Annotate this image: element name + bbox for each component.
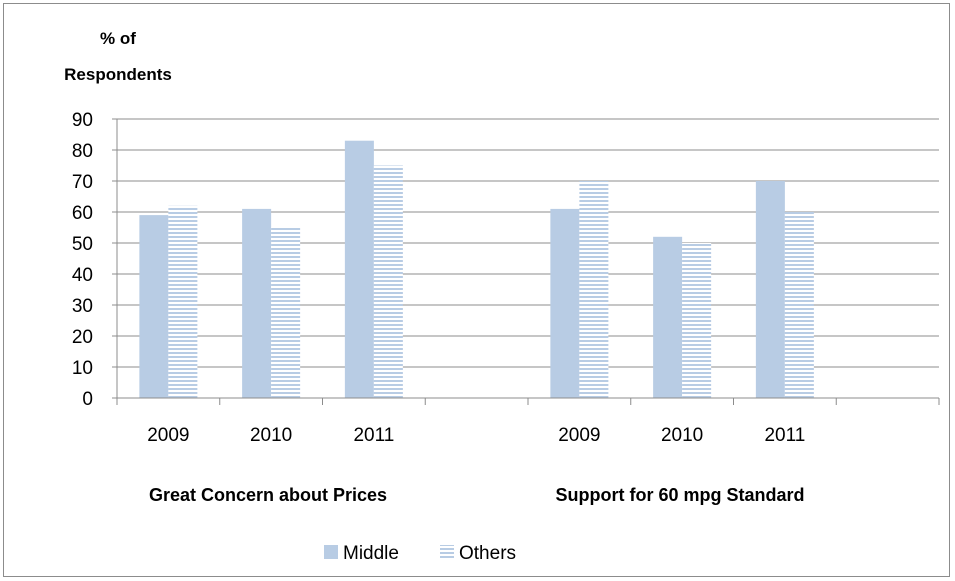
x-tick-label: 2009 <box>558 425 600 446</box>
group-label-60mpg: Support for 60 mpg Standard <box>555 485 804 505</box>
y-tick-label: 20 <box>72 327 93 348</box>
bar-middle-prices-2011 <box>344 140 374 398</box>
bar-others-prices-2010 <box>271 227 301 398</box>
x-tick-label: 2009 <box>147 425 189 446</box>
y-tick-label: 70 <box>72 172 93 193</box>
gridlines <box>117 118 939 368</box>
y-tick-label: 40 <box>72 265 93 286</box>
bar-middle-prices-2010 <box>242 208 272 398</box>
x-tick-label: 2010 <box>250 425 292 446</box>
group-label-prices: Great Concern about Prices <box>149 485 387 505</box>
bar-middle-prices-2009 <box>139 215 169 398</box>
x-axis-labels: 2009 2010 2011 2009 2010 2011 <box>147 425 805 446</box>
y-axis-label-line2: Respondents <box>64 65 172 84</box>
legend-swatch-others <box>440 545 454 559</box>
bars <box>139 140 814 398</box>
y-tick-label: 90 <box>72 110 93 131</box>
legend-label-others: Others <box>459 543 516 564</box>
bar-middle-60mpg-2009 <box>550 208 580 398</box>
x-tick-label: 2010 <box>661 425 703 446</box>
bar-others-prices-2011 <box>373 165 403 398</box>
bar-middle-60mpg-2011 <box>755 181 785 398</box>
y-tick-label: 10 <box>72 358 93 379</box>
x-tick-label: 2011 <box>353 425 394 446</box>
bar-others-60mpg-2011 <box>784 212 814 398</box>
y-tick-label: 0 <box>82 389 93 410</box>
x-tick-label: 2011 <box>764 425 805 446</box>
y-tick-label: 30 <box>72 296 93 317</box>
bar-others-60mpg-2010 <box>682 243 712 398</box>
y-axis-label-line1: % of <box>100 29 136 48</box>
y-axis-ticks: 0 10 20 30 40 50 60 70 80 90 <box>72 110 118 410</box>
y-tick-label: 60 <box>72 203 93 224</box>
y-tick-label: 50 <box>72 234 93 255</box>
bar-others-prices-2009 <box>168 205 198 398</box>
bar-others-60mpg-2009 <box>579 181 609 398</box>
legend-swatch-middle <box>324 545 338 559</box>
legend: Middle Others <box>324 543 516 564</box>
legend-label-middle: Middle <box>343 543 399 564</box>
bar-middle-60mpg-2010 <box>653 236 683 398</box>
y-tick-label: 80 <box>72 141 93 162</box>
x-axis <box>116 397 940 405</box>
